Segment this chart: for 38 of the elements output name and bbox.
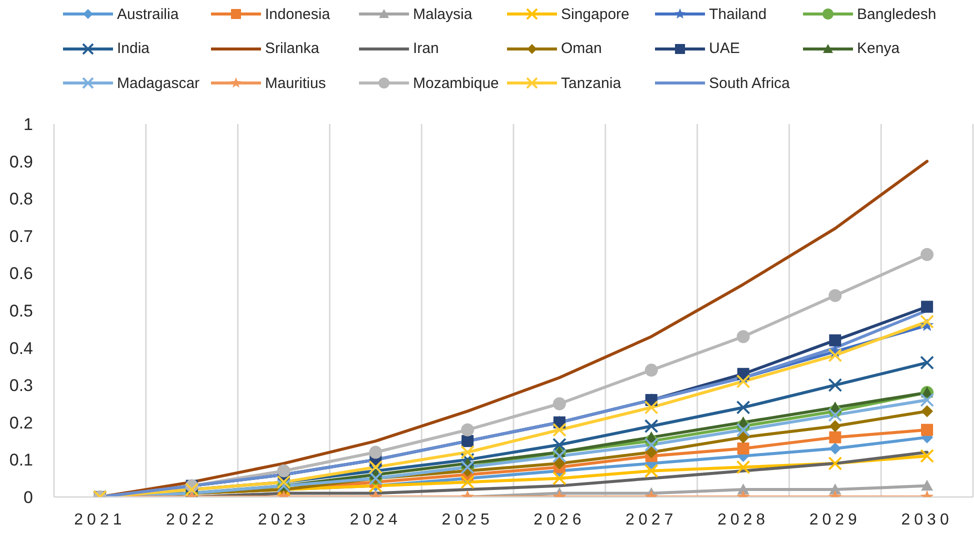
legend-label: Mauritius (265, 74, 326, 92)
x-tick-label: 2029 (809, 511, 861, 528)
x-tick-label: 2023 (258, 511, 310, 528)
legend-label: Thailand (709, 6, 767, 22)
legend-label: Tanzania (561, 74, 622, 92)
y-tick-label: 0.3 (9, 376, 33, 396)
legend-label: Mozambique (413, 74, 499, 92)
legend-label: UAE (709, 40, 740, 57)
x-tick-label: 2025 (442, 511, 494, 528)
legend-label: India (117, 40, 150, 57)
y-tick-label: 0.7 (9, 226, 33, 246)
x-tick-label: 2026 (534, 511, 586, 528)
y-tick-label: 0.5 (9, 302, 33, 321)
x-tick-label: 2021 (74, 511, 126, 528)
legend-label: Austrailia (117, 6, 179, 22)
x-tick-label: 2022 (166, 511, 218, 528)
legend-label: Srilanka (265, 40, 320, 57)
legend-label: Bangledesh (857, 6, 936, 22)
y-tick-label: 0.4 (9, 338, 33, 358)
y-tick-label: 0.1 (9, 450, 33, 470)
y-tick-label: 1 (24, 115, 33, 134)
x-tick-label: 2024 (350, 511, 402, 528)
legend-label: South Africa (709, 74, 790, 92)
y-tick-label: 0.6 (9, 264, 33, 284)
y-tick-label: 0.8 (9, 190, 33, 209)
legend-label: Singapore (561, 6, 630, 22)
y-tick-label: 0.9 (9, 152, 33, 172)
x-tick-label: 2027 (626, 511, 678, 528)
y-tick-label: 0.2 (9, 413, 33, 432)
legend-label: Oman (561, 40, 602, 57)
x-tick-label: 2028 (717, 511, 770, 528)
y-tick-label: 0 (24, 488, 33, 508)
legend-label: Kenya (857, 40, 900, 57)
x-tick-label: 2030 (901, 511, 953, 528)
legend-label: Iran (413, 40, 439, 57)
legend-label: Madagascar (117, 74, 200, 92)
legend-label: Malaysia (413, 6, 472, 22)
legend-label: Indonesia (265, 6, 330, 22)
